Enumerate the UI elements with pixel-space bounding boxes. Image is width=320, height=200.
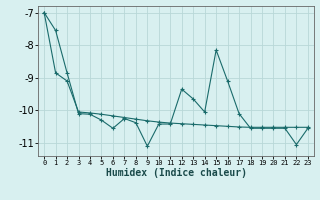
X-axis label: Humidex (Indice chaleur): Humidex (Indice chaleur) xyxy=(106,168,246,178)
